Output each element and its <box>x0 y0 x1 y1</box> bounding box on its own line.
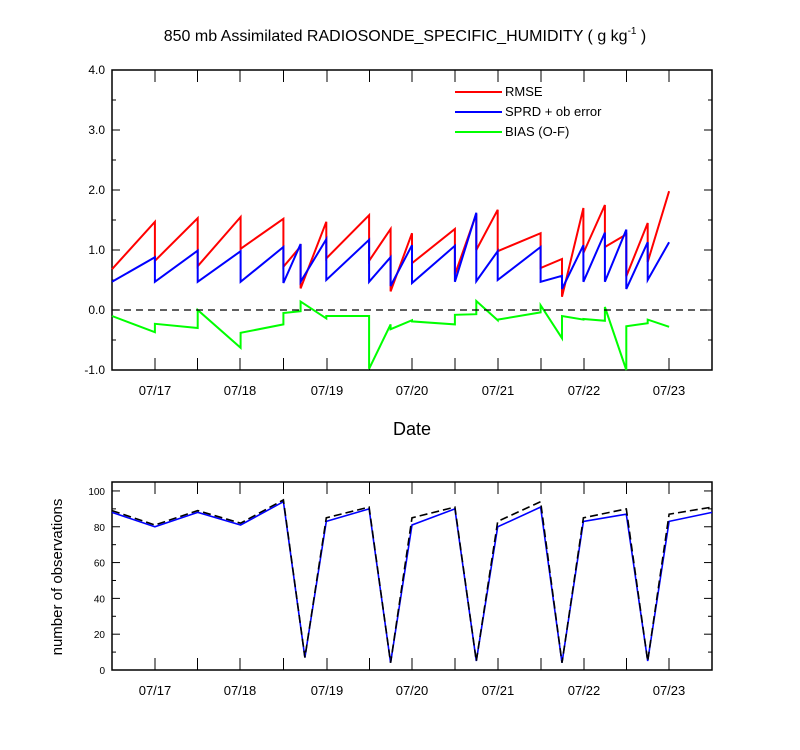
x-tick-label: 07/23 <box>653 383 686 398</box>
y-tick-label: 80 <box>94 523 106 534</box>
x-tick-label: 07/18 <box>224 383 257 398</box>
x-tick-label: 07/20 <box>396 683 429 698</box>
y-tick-label: -1.0 <box>84 363 105 377</box>
x-tick-label: 07/22 <box>568 683 601 698</box>
y-tick-label: 2.0 <box>88 183 105 197</box>
legend: RMSE SPRD + ob error BIAS (O-F) <box>455 84 602 139</box>
plot-frame <box>111 481 713 671</box>
x-axis-label: Date <box>393 419 431 439</box>
x-tick-label: 07/18 <box>224 683 257 698</box>
y-tick-label: 4.0 <box>88 63 105 77</box>
y-tick-label: 20 <box>94 630 106 641</box>
series-line <box>111 500 713 663</box>
legend-label: SPRD + ob error <box>505 104 602 119</box>
y-tick-label: 100 <box>88 487 105 498</box>
y-tick-label: 1.0 <box>88 243 105 257</box>
legend-label: BIAS (O-F) <box>505 124 569 139</box>
y-tick-label: 40 <box>94 594 106 605</box>
x-tick-label: 07/19 <box>311 383 344 398</box>
y-axis-label: number of observations <box>49 499 66 656</box>
y-tick-label: 0.0 <box>88 303 105 317</box>
x-tick-label: 07/21 <box>482 383 515 398</box>
plot-frame <box>111 69 713 371</box>
x-tick-label: 07/21 <box>482 683 515 698</box>
chart-title-superscript: -1 <box>628 26 637 37</box>
y-tick-label: 3.0 <box>88 123 105 137</box>
x-tick-label: 07/17 <box>139 683 172 698</box>
chart-title-end: ) <box>636 28 646 45</box>
legend-label: RMSE <box>505 84 543 99</box>
chart-title: 850 mb Assimilated RADIOSONDE_SPECIFIC_H… <box>164 26 647 45</box>
x-tick-label: 07/23 <box>653 683 686 698</box>
x-tick-label: 07/20 <box>396 383 429 398</box>
observations-panel: 0 20 40 60 80 100 07/17 07/18 07/19 07/20 07/21 07/… <box>88 481 713 698</box>
bias-o-f-line <box>111 298 670 371</box>
sprd-ob-error-line <box>111 212 670 290</box>
x-tick-label: 07/17 <box>139 383 172 398</box>
x-tick-label: 07/19 <box>311 683 344 698</box>
rmse-panel: -1.0 0.0 1.0 2.0 3.0 4.0 07/17 07/18 07/19 07/20 0… <box>84 63 713 398</box>
y-tick-label: 0 <box>99 666 105 677</box>
rmse-line <box>111 190 671 298</box>
y-tick-label: 60 <box>94 559 106 570</box>
series-line <box>111 498 713 663</box>
chart-title-main: 850 mb Assimilated RADIOSONDE_SPECIFIC_H… <box>164 28 628 45</box>
x-tick-label: 07/22 <box>568 383 601 398</box>
